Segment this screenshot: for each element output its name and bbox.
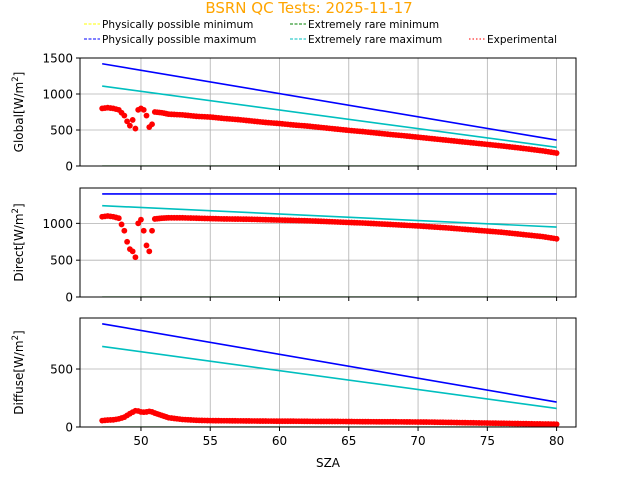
x-tick-label: 55 [203, 434, 218, 448]
experimental-point [553, 235, 560, 242]
experimental-point [132, 125, 139, 132]
x-tick-label: 80 [549, 434, 564, 448]
experimental-point [140, 227, 147, 234]
panels: 050010001500Global[W/m2]05001000Direct[W… [11, 52, 577, 448]
y-axis-label-exponent: 2 [11, 208, 21, 213]
y-axis-label: Direct[W/m2] [11, 203, 26, 281]
experimental-point [138, 216, 144, 223]
extremely-rare-maximum-line [102, 204, 557, 228]
experimental-point [124, 118, 131, 125]
x-axis-label: SZA [316, 456, 341, 470]
experimental-point [115, 215, 122, 222]
experimental-point [553, 421, 560, 427]
x-tick-label: 70 [410, 434, 425, 448]
y-tick-label: 0 [65, 291, 73, 305]
legend-label: Experimental [487, 34, 557, 46]
panel-direct: 0 500 1000 Direct[W/m2] [11, 187, 577, 305]
y-axis-label-close: ] [12, 330, 26, 335]
experimental-series [99, 407, 560, 427]
plot-area [99, 193, 560, 297]
experimental-point [124, 238, 131, 245]
y-tick-label: 1000 [42, 88, 73, 102]
experimental-point [143, 112, 150, 119]
y-axis-label-close: ] [12, 72, 26, 77]
experimental-point [121, 227, 128, 234]
x-tick-label: 50 [133, 434, 148, 448]
legend-label: Physically possible maximum [102, 34, 256, 46]
y-axis-label: Global[W/m2] [11, 72, 26, 153]
y-axis-label-text: Global[W/m [12, 82, 26, 153]
experimental-point [149, 227, 155, 234]
experimental-point [118, 221, 125, 228]
experimental-point [149, 121, 155, 128]
y-tick-label: 0 [65, 421, 73, 435]
legend-label: Extremely rare minimum [308, 19, 439, 31]
experimental-series [99, 213, 560, 261]
experimental-point [132, 254, 139, 261]
panel-frame [79, 57, 577, 167]
physically-possible-maximum-line [102, 62, 557, 141]
experimental-point [146, 248, 153, 255]
panel-frame [79, 317, 577, 428]
extremely-rare-maximum-line [102, 85, 557, 149]
y-axis-label-exponent: 2 [11, 335, 21, 340]
y-axis-label-text: Direct[W/m [12, 213, 26, 281]
experimental-series [99, 104, 560, 156]
y-tick-label: 500 [50, 254, 73, 268]
experimental-point [553, 150, 560, 156]
y-axis-label-text: Diffuse[W/m [12, 340, 26, 414]
x-tick-label: 75 [480, 434, 495, 448]
x-tick-label: 60 [272, 434, 287, 448]
y-tick-label: 1500 [42, 52, 73, 66]
y-axis-label-exponent: 2 [11, 76, 21, 81]
experimental-point [126, 122, 133, 129]
extremely-rare-maximum-line [102, 345, 557, 410]
y-axis-label-close: ] [12, 203, 26, 208]
y-tick-label: 500 [50, 363, 73, 377]
legend: Physically possible minimum Extremely rar… [84, 19, 557, 46]
experimental-point [129, 117, 136, 123]
chart-title: BSRN QC Tests: 2025-11-17 [205, 0, 412, 17]
experimental-point [140, 106, 147, 113]
panel-global: 0 500 1000 1500 Global[W/m2] [11, 52, 577, 174]
physically-possible-maximum-line [102, 323, 557, 403]
y-tick-label: 500 [50, 124, 73, 138]
y-tick-label: 0 [65, 160, 73, 174]
legend-label: Physically possible minimum [102, 19, 253, 31]
panel-diffuse: 50 55 60 65 70 75 80 0 500 Diffuse[W/m2] [11, 317, 577, 448]
y-tick-label: 1000 [42, 217, 73, 231]
experimental-point [143, 242, 150, 249]
panel-frame [79, 187, 577, 298]
legend-label: Extremely rare maximum [308, 34, 442, 46]
x-tick-label: 65 [341, 434, 356, 448]
plot-area [99, 62, 560, 166]
y-axis-label: Diffuse[W/m2] [11, 330, 26, 414]
experimental-point [129, 248, 136, 255]
experimental-point [121, 112, 128, 119]
plot-area [99, 323, 560, 427]
